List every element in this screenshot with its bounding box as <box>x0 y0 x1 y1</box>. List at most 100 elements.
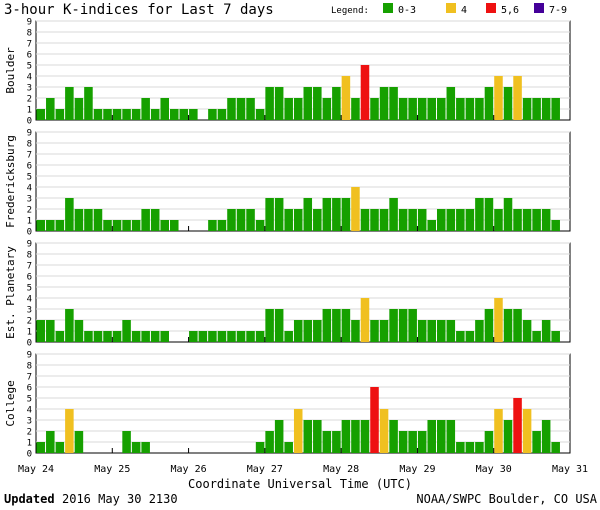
k-index-bar <box>341 420 351 453</box>
panel-station-label: Est. Planetary <box>4 246 17 339</box>
k-index-bar <box>446 420 456 453</box>
k-index-bar <box>322 98 332 120</box>
k-index-bar <box>93 109 103 120</box>
k-index-bar <box>46 220 55 231</box>
k-index-bar <box>484 198 494 231</box>
k-index-bar <box>456 331 465 342</box>
y-tick-label: 0 <box>27 117 32 127</box>
k-index-bar <box>274 309 284 342</box>
k-index-bar <box>122 109 131 120</box>
legend: 0-3 4 5,6 7-9 <box>383 3 567 16</box>
y-tick-label: 8 <box>27 29 32 39</box>
k-index-bar <box>170 109 179 120</box>
k-index-bar <box>217 331 227 342</box>
k-index-bar <box>484 309 494 342</box>
k-index-bar <box>522 209 532 231</box>
k-index-bar <box>541 209 551 231</box>
x-axis-ticks: May 24 May 25 May 26 May 27 May 28 May 29 May … <box>18 464 588 475</box>
k-index-bar <box>55 442 65 453</box>
k-index-bar <box>541 98 551 120</box>
k-index-bar <box>322 431 332 453</box>
x-tick-label: May 28 <box>323 464 359 475</box>
k-index-bar <box>484 87 494 120</box>
k-index-bar <box>36 109 46 120</box>
k-index-bar <box>475 98 484 120</box>
k-index-bar <box>84 331 93 342</box>
y-tick-label: 2 <box>27 317 32 327</box>
k-index-bar <box>274 198 284 231</box>
k-index-bar <box>246 98 255 120</box>
k-index-bar <box>475 198 484 231</box>
k-index-bar <box>360 420 370 453</box>
k-index-bar <box>131 442 141 453</box>
k-index-bar <box>322 198 332 231</box>
k-index-bar <box>522 98 532 120</box>
k-index-bar <box>303 320 313 342</box>
y-tick-label: 2 <box>27 206 32 216</box>
k-index-bar <box>284 442 293 453</box>
k-index-bar <box>475 442 484 453</box>
k-index-bar <box>303 87 313 120</box>
k-index-bar <box>370 98 379 120</box>
y-tick-label: 9 <box>27 129 32 139</box>
y-tick-label: 8 <box>27 251 32 261</box>
k-index-bar <box>437 320 446 342</box>
k-index-bar <box>122 320 131 342</box>
k-index-bar <box>112 220 122 231</box>
k-index-bar <box>503 420 513 453</box>
y-tick-label: 7 <box>27 151 32 161</box>
k-index-bar <box>332 198 341 231</box>
k-index-bar <box>74 209 84 231</box>
legend-entry-label: 7-9 <box>549 5 567 16</box>
x-tick-label: May 27 <box>247 464 283 475</box>
legend-entry-label: 4 <box>461 5 467 16</box>
k-index-bar <box>494 298 503 342</box>
x-tick-label: May 25 <box>94 464 130 475</box>
k-index-bar <box>303 198 313 231</box>
y-tick-label: 2 <box>27 95 32 105</box>
y-tick-label: 9 <box>27 351 32 361</box>
k-index-bar <box>446 320 456 342</box>
k-index-bar <box>217 109 227 120</box>
k-index-bar <box>541 320 551 342</box>
k-index-bar <box>437 209 446 231</box>
k-index-bar <box>398 98 408 120</box>
k-index-bar <box>551 220 560 231</box>
legend-label: Legend: <box>331 6 369 16</box>
x-tick-label: May 31 <box>552 464 588 475</box>
k-index-bar <box>284 209 293 231</box>
k-index-bar <box>74 320 84 342</box>
panel-station-label: Boulder <box>4 47 17 94</box>
k-index-bar <box>227 98 236 120</box>
legend-entry-label: 5,6 <box>501 5 519 16</box>
y-tick-label: 9 <box>27 240 32 250</box>
y-tick-label: 3 <box>27 417 32 427</box>
k-index-bar <box>189 109 198 120</box>
k-index-bar <box>351 187 360 231</box>
k-index-bar <box>532 98 541 120</box>
legend-swatch <box>486 3 496 13</box>
k-index-bar <box>255 331 265 342</box>
k-index-bar <box>84 87 93 120</box>
k-index-bar <box>503 309 513 342</box>
k-index-bar <box>465 209 475 231</box>
k-index-bar <box>141 442 150 453</box>
k-index-bar <box>532 331 541 342</box>
y-tick-label: 4 <box>27 295 32 305</box>
k-index-bar <box>208 331 217 342</box>
y-tick-label: 2 <box>27 428 32 438</box>
k-index-bar <box>551 98 560 120</box>
k-index-bar <box>103 220 112 231</box>
y-tick-label: 1 <box>27 106 32 116</box>
k-index-bar <box>160 331 169 342</box>
k-index-bar <box>398 209 408 231</box>
updated-label: Updated <box>4 492 55 506</box>
y-tick-label: 1 <box>27 439 32 449</box>
k-index-bar <box>227 209 236 231</box>
k-index-bar <box>313 420 322 453</box>
k-index-bar <box>389 198 398 231</box>
